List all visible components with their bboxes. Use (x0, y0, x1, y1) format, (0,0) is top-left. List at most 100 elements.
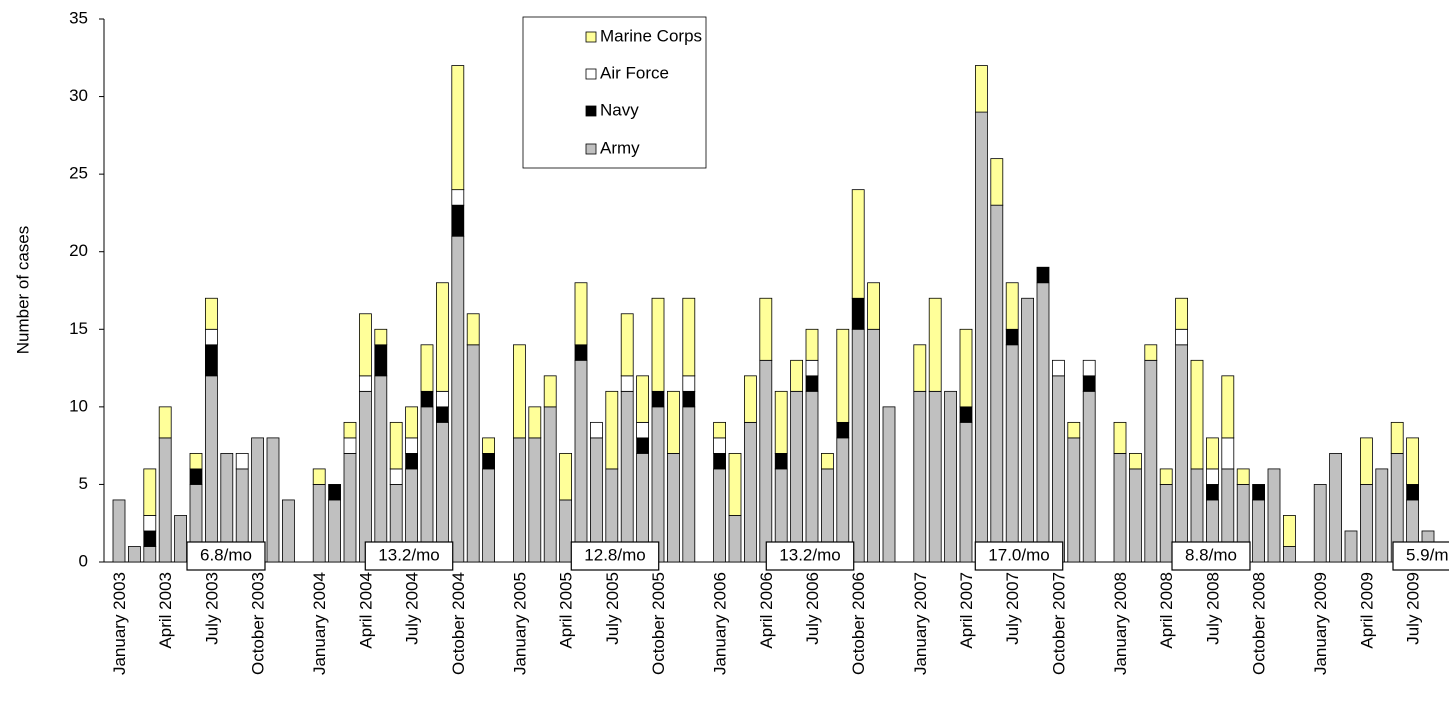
bar-segment (636, 437, 649, 454)
bar-segment (143, 546, 157, 563)
bar-segment (405, 406, 419, 439)
legend-swatch (585, 68, 597, 80)
bar-segment (189, 468, 203, 485)
x-tick-label: April 2003 (156, 572, 175, 649)
bar-segment (1144, 344, 1158, 361)
bar-segment (1190, 359, 1204, 470)
x-tick-label: October 2005 (649, 572, 668, 675)
annotation: 6.8/mo (186, 541, 266, 571)
bar-segment (682, 375, 696, 392)
bar-segment (235, 452, 249, 470)
bar-segment (1036, 282, 1050, 563)
bar-segment (1082, 359, 1096, 377)
bar-segment (1159, 468, 1173, 485)
annotation-box (974, 541, 1064, 571)
bar-segment (466, 313, 480, 346)
bar-segment (944, 390, 957, 563)
annotation-text: 13.2/mo (779, 545, 840, 564)
bar-segment (1329, 452, 1342, 563)
bar-segment (774, 452, 788, 470)
bar-segment (821, 452, 834, 470)
annotation-box (1392, 541, 1449, 571)
annotation-box (364, 541, 454, 571)
bar-segment (559, 452, 572, 501)
bar-segment (435, 390, 449, 408)
bar-segment (1144, 359, 1158, 563)
bar-segment (389, 421, 403, 470)
bar-segment (528, 406, 542, 439)
bar-segment (1252, 499, 1265, 563)
bar-segment (836, 328, 850, 423)
bar-segment (990, 204, 1004, 563)
bar-segment (112, 499, 126, 563)
bar-segment (1175, 328, 1188, 346)
bar-segment (744, 421, 757, 563)
bar-segment (435, 282, 449, 392)
bar-segment (959, 421, 973, 563)
bar-segment (928, 297, 942, 392)
bar-segment (574, 344, 588, 361)
bar-segment (590, 421, 603, 439)
bar-segment (204, 328, 218, 346)
y-tick-label: 0 (79, 551, 88, 570)
x-tick-label: July 2007 (1003, 572, 1022, 645)
bar-segment (990, 158, 1004, 206)
bar-segment (543, 406, 557, 563)
bar-segment (543, 375, 557, 408)
bar-segment (435, 406, 449, 423)
bar-segment (713, 452, 726, 470)
legend-swatch (585, 143, 597, 155)
annotation: 5.9/mo (1392, 541, 1449, 571)
bar-segment (1036, 266, 1050, 284)
bar-segment (1175, 344, 1188, 563)
bar-segment (790, 359, 803, 392)
x-tick-label: January 2004 (310, 572, 329, 675)
bar-segment (343, 452, 357, 563)
x-tick-label: April 2008 (1157, 572, 1176, 649)
bar-segment (682, 390, 696, 408)
bar-segment (682, 297, 696, 377)
bar-segment (620, 313, 634, 377)
bar-segment (975, 111, 988, 563)
bar-segment (1129, 452, 1142, 470)
bar-segment (559, 499, 572, 563)
legend-swatch (585, 31, 597, 43)
bar-segment (158, 437, 172, 563)
x-tick-label: January 2003 (110, 572, 129, 675)
bar-segment (281, 499, 295, 563)
bar-segment (328, 499, 342, 563)
legend-label: Navy (600, 100, 639, 119)
bar-segment (204, 375, 218, 563)
bar-segment (1390, 421, 1404, 454)
bar-segment (620, 390, 634, 563)
bar-segment (759, 297, 773, 361)
bar-segment (204, 297, 218, 330)
bar-segment (1175, 297, 1188, 330)
x-tick-label: April 2007 (957, 572, 976, 649)
x-tick-label: October 2006 (849, 572, 868, 675)
bar-segment (574, 359, 588, 563)
bar-segment (1360, 484, 1373, 563)
x-tick-label: October 2007 (1049, 572, 1068, 675)
x-tick-label: July 2003 (202, 572, 221, 645)
annotation: 12.8/mo (570, 541, 660, 571)
bar-segment (451, 189, 465, 206)
legend-label: Air Force (600, 63, 669, 82)
bar-segment (667, 452, 680, 563)
bar-segment (374, 344, 388, 377)
bar-segment (435, 421, 449, 563)
bar-segment (805, 375, 819, 392)
bar-segment (620, 375, 634, 392)
bar-segment (189, 452, 203, 470)
bar-segment (1021, 297, 1034, 563)
y-tick-label: 5 (79, 474, 88, 493)
annotation-text: 5.9/mo (1406, 545, 1449, 564)
bar-segment (374, 328, 388, 346)
legend-swatch (585, 105, 597, 117)
x-tick-label: January 2005 (510, 572, 529, 675)
bar-segment (1267, 468, 1281, 563)
bar-segment (266, 437, 280, 563)
annotation: 8.8/mo (1171, 541, 1251, 571)
bar-segment (1113, 452, 1127, 563)
bar-segment (913, 344, 927, 392)
